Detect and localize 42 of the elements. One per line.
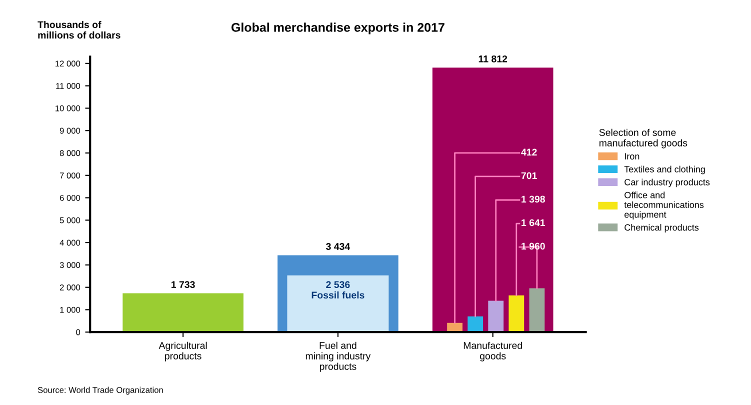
y-axis-title: Thousands of millions of dollars [38,20,120,39]
legend-label: Office and telecommunications equipment [624,192,704,220]
data-label: 11 812 [478,55,508,62]
legend-label: Textiles and clothing [624,166,705,174]
source-note: Source: World Trade Organization [38,386,163,395]
x-tick-label: Agricultural products [158,342,207,362]
x-tick-label: Fuel and mining industry products [306,342,371,372]
x-tick-label: Manufactured goods [464,342,522,362]
y-tick-label: 12 000 [56,60,80,67]
y-tick-label: 5 000 [60,217,80,224]
data-label: 1 641 [522,219,546,226]
data-label: 1 398 [522,196,546,203]
bar [287,275,389,332]
data-label: 412 [521,148,537,156]
bar [508,295,524,332]
y-tick-label: 8 000 [60,150,80,156]
y-tick-label: 2 000 [60,284,80,290]
bar [122,293,244,332]
chart-title: Global merchandise exports in 2017 [231,22,444,34]
data-label: 701 [521,172,537,180]
y-tick-label: 10 000 [56,105,80,112]
legend-label: Iron [624,153,640,160]
legend-label: Car industry products [624,178,710,188]
data-label: 2 536 [326,281,350,288]
y-tick-label: 11 000 [56,83,80,89]
bar [432,68,554,332]
y-tick-label: 6 000 [60,194,80,201]
y-tick-label: 7 000 [60,172,80,178]
legend-label: Chemical products [624,224,699,232]
bar [529,288,545,332]
y-tick-label: 4 000 [60,240,80,246]
data-label: 1 960 [522,242,545,250]
series-label: Fossil fuels [312,291,364,299]
y-tick-label: 9 000 [60,128,80,134]
data-label: 1 733 [172,281,195,288]
data-label: 3 434 [326,243,350,250]
legend-title: Selection of some manufactured goods [599,128,688,148]
bar [468,316,484,332]
y-tick-label: 1 000 [60,306,80,313]
y-tick-label: 3 000 [60,262,80,268]
bar [488,300,504,332]
y-tick-label: 0 [76,329,80,336]
